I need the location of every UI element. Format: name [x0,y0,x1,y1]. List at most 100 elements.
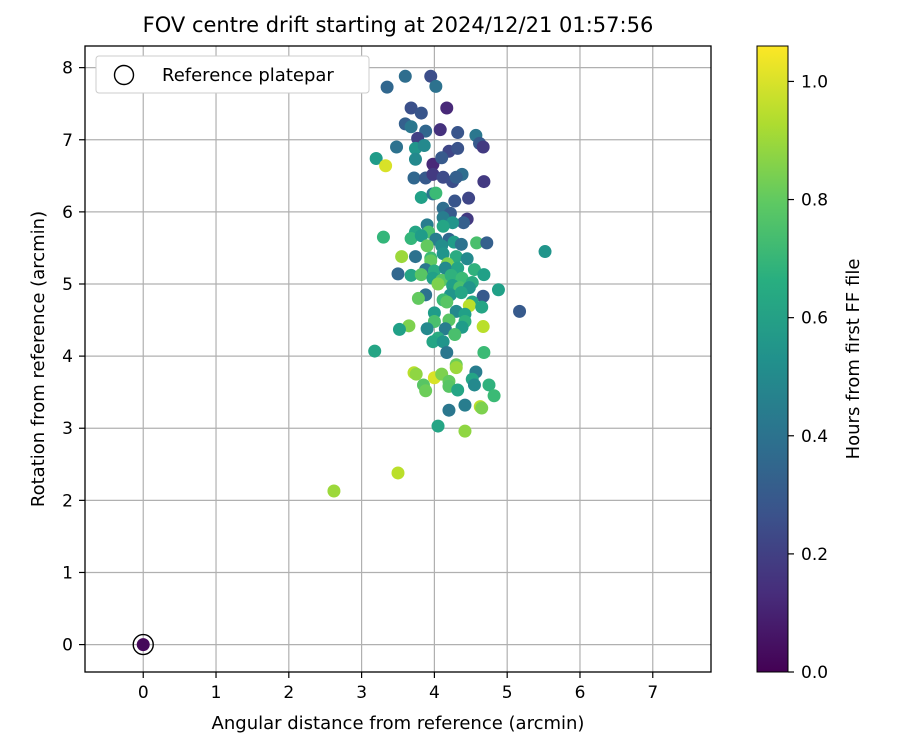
scatter-point [538,245,552,259]
scatter-point [395,250,409,264]
reference-point [136,638,150,652]
scatter-point [462,191,476,205]
scatter-point [480,236,494,250]
x-tick-label: 0 [138,683,149,703]
y-tick-label: 7 [62,131,73,151]
scatter-point [420,322,434,336]
scatter-point [513,304,527,318]
scatter-point [407,171,421,185]
scatter-point [436,335,450,349]
scatter-point [376,230,390,244]
y-tick-label: 1 [62,563,73,583]
scatter-point [448,194,462,208]
scatter-point [429,186,443,200]
scatter-point [470,236,484,250]
scatter-point [451,141,465,155]
scatter-point [449,170,463,184]
scatter-point [419,384,433,398]
x-axis-ticks: 0 1 2 3 4 5 6 7 [138,672,658,703]
scatter-point [477,268,491,282]
scatter-point [477,175,491,189]
scatter-point [476,289,490,303]
colorbar-gradient [756,45,789,673]
colorbar-tick-label: 0.2 [801,545,828,565]
scatter-point [482,378,496,392]
scatter-point [408,250,422,264]
scatter-point [436,219,450,233]
scatter-point [435,151,449,165]
scatter-point [390,140,404,154]
x-axis-label: Angular distance from reference (arcmin) [212,713,585,734]
scatter-point [436,247,450,261]
scatter-point [404,268,418,282]
colorbar-tick-label: 0.6 [801,309,828,329]
y-tick-label: 4 [62,347,73,367]
x-tick-label: 7 [647,683,658,703]
legend-marker-icon [113,64,135,86]
scatter-point [391,466,405,480]
reference-platepar-ring [132,633,154,656]
legend-label: Reference platepar [162,65,334,86]
x-tick-label: 5 [502,683,513,703]
scatter-point [369,152,383,166]
scatter-point [426,167,440,181]
scatter-point [380,80,394,94]
scatter-point [448,327,462,341]
scatter-point [431,419,445,433]
scatter-point [440,101,454,115]
y-tick-label: 8 [62,59,73,79]
scatter-point [404,101,418,115]
colorbar-tick-label: 0.0 [801,663,828,683]
scatter-point [368,344,382,358]
x-tick-label: 6 [575,683,586,703]
legend-box [95,55,370,94]
scatter-point [449,361,463,375]
scatter-point [391,267,405,281]
scatter-point [476,140,490,154]
scatter-point [477,346,491,360]
scatter-point [431,277,445,291]
scatter-point [433,123,447,137]
scatter-point [426,335,440,349]
scatter-point [454,286,468,300]
x-tick-label: 3 [356,683,367,703]
scatter-point [429,79,443,93]
scatter-point [404,232,418,246]
scatter-point [475,300,489,314]
grid-lines [85,46,711,672]
scatter-point [458,398,472,412]
scatter-point [442,403,456,417]
colorbar-tick-label: 1.0 [801,72,828,92]
chart-title: FOV centre drift starting at 2024/12/21 … [143,13,654,37]
colorbar-ticks: 0.0 0.2 0.4 0.6 0.8 1.0 [788,72,828,683]
scatter-point [440,295,454,309]
scatter-point [327,484,341,498]
scatter-point [409,367,423,381]
y-axis-label: Rotation from reference (arcmin) [28,211,49,507]
scatter-point [398,69,412,83]
scatter-point [440,346,454,360]
colorbar: 0.0 0.2 0.4 0.6 0.8 1.0 Hours from first FF f… [756,45,864,683]
scatter-point [451,383,465,397]
scatter-point [491,283,505,297]
x-tick-label: 2 [283,683,294,703]
scatter-point [475,401,489,415]
y-tick-label: 0 [62,636,73,656]
colorbar-label: Hours from first FF file [843,259,864,460]
scatter-point [408,152,422,166]
scatter-point [414,190,428,204]
scatter-point [414,106,428,120]
scatter-point [460,252,474,266]
scatter-point [438,322,452,336]
data-points [132,69,552,656]
scatter-point [451,126,465,140]
y-tick-label: 2 [62,491,73,511]
scatter-point [420,239,434,253]
colorbar-tick-label: 0.8 [801,191,828,211]
plot-frame [84,45,712,673]
scatter-point [404,120,418,134]
y-tick-label: 5 [62,275,73,295]
colorbar-tick-label: 0.4 [801,427,828,447]
scatter-point [392,322,406,336]
